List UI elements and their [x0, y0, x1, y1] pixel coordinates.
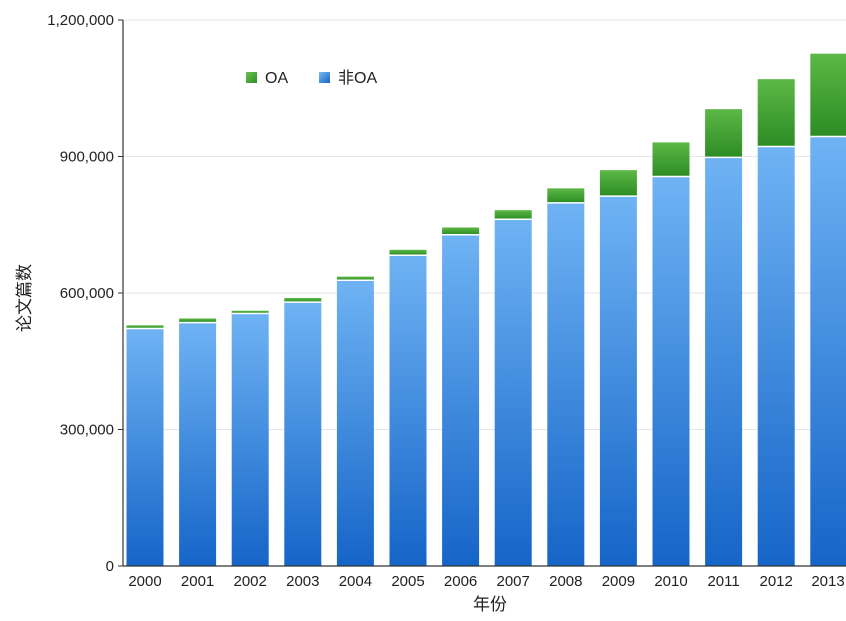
bar-oa-2010 [652, 142, 690, 177]
x-tick-label-2002: 2002 [234, 573, 267, 590]
bar-non-oa-2013 [810, 136, 846, 567]
x-tick-label-2005: 2005 [391, 573, 424, 590]
bar-non-oa-2009 [599, 196, 637, 566]
bar-non-oa-2002 [231, 313, 269, 566]
x-axis-title: 年份 [473, 595, 507, 615]
bar-non-oa-2008 [547, 202, 585, 566]
bar-oa-2011 [705, 109, 743, 158]
bar-non-oa-2010 [652, 176, 690, 566]
y-tick-label: 1,200,000 [47, 12, 114, 29]
x-tick-label-2007: 2007 [497, 573, 530, 590]
legend-label-non-oa: 非OA [338, 69, 377, 87]
bar-oa-2004 [336, 276, 374, 281]
bar-oa-2006 [442, 227, 480, 235]
bar-oa-2002 [231, 310, 269, 314]
bar-oa-2001 [179, 318, 217, 323]
tick-labels: 0 300,000 600,000 900,000 1,200,000 2000 2001 2… [47, 12, 844, 590]
y-axis-title: 论文篇数 [15, 264, 35, 332]
x-tick-label-2010: 2010 [654, 573, 687, 590]
bar-non-oa-2003 [284, 302, 322, 566]
bar-oa-2013 [810, 53, 846, 137]
x-tick-label-2001: 2001 [181, 573, 214, 590]
legend: OA 非OA [246, 69, 377, 87]
bar-non-oa-2000 [126, 328, 164, 566]
bars [126, 53, 846, 567]
bar-non-oa-2006 [442, 234, 480, 566]
bar-non-oa-2004 [336, 280, 374, 566]
bar-non-oa-2005 [389, 255, 427, 567]
x-tick-label-2003: 2003 [286, 573, 319, 590]
x-tick-label-2009: 2009 [602, 573, 635, 590]
x-tick-label-2012: 2012 [760, 573, 793, 590]
y-tick-label: 0 [106, 558, 114, 575]
bar-oa-2000 [126, 325, 164, 329]
x-tick-label-2004: 2004 [339, 573, 372, 590]
bar-non-oa-2001 [179, 322, 217, 566]
axes [118, 19, 846, 567]
x-tick-label-2008: 2008 [549, 573, 582, 590]
y-tick-label: 900,000 [60, 149, 114, 166]
x-tick-label-2011: 2011 [707, 573, 739, 590]
bar-oa-2008 [547, 188, 585, 203]
y-tick-label: 300,000 [60, 422, 114, 439]
bar-oa-2003 [284, 298, 322, 303]
x-tick-label-2013: 2013 [811, 573, 844, 590]
bar-oa-2012 [757, 79, 795, 147]
bar-non-oa-2007 [494, 219, 532, 567]
x-tick-label-2006: 2006 [444, 573, 477, 590]
legend-label-oa: OA [265, 70, 288, 87]
bar-oa-2007 [494, 210, 532, 220]
legend-swatch-oa [246, 72, 257, 83]
bar-oa-2009 [599, 170, 637, 197]
bar-non-oa-2012 [757, 146, 795, 567]
bar-oa-2005 [389, 249, 427, 256]
x-tick-label-2000: 2000 [128, 573, 161, 590]
legend-swatch-non-oa [319, 72, 330, 83]
y-tick-label: 600,000 [60, 285, 114, 302]
bar-non-oa-2011 [705, 157, 743, 566]
